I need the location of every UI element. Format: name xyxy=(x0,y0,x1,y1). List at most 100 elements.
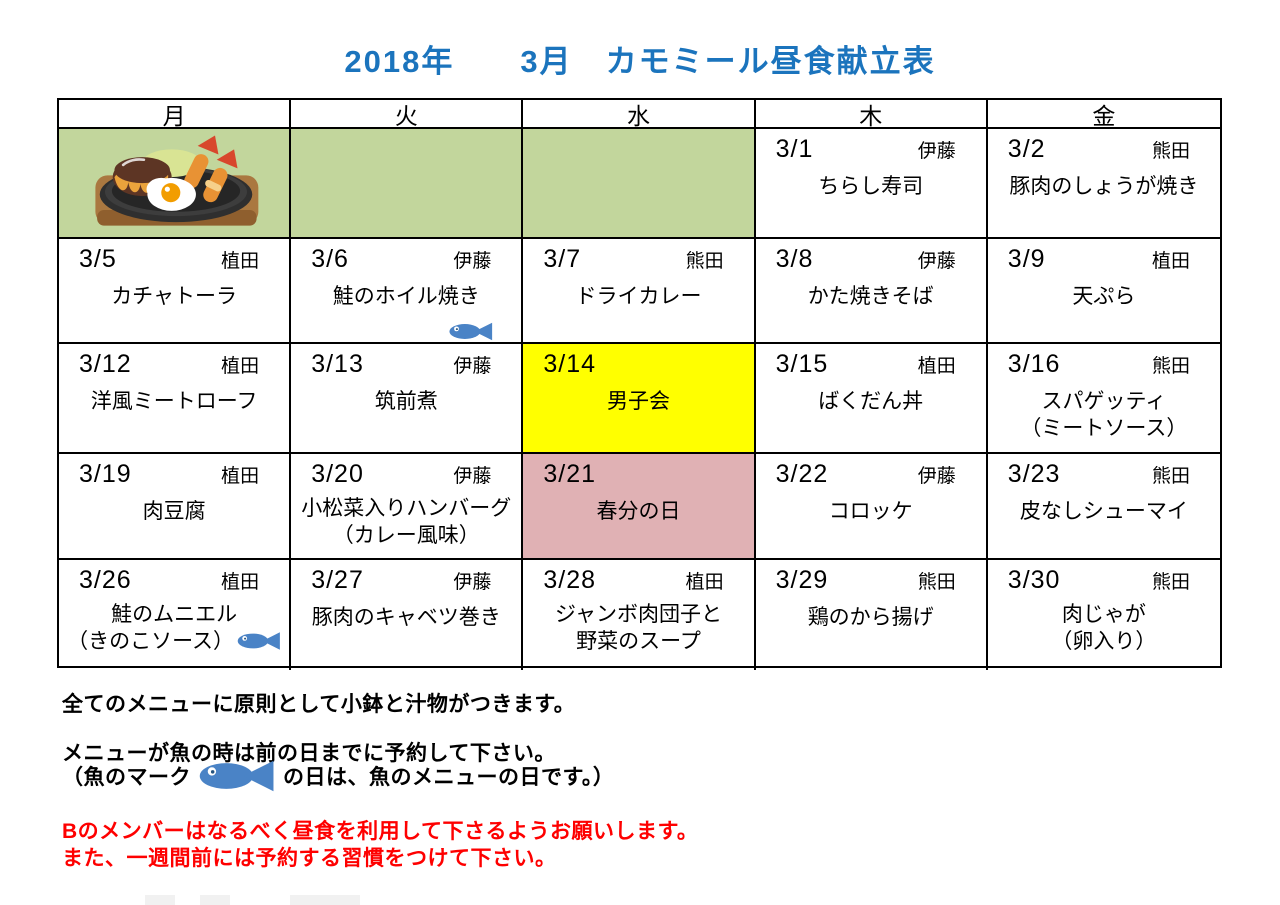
date-label: 3/12 xyxy=(79,350,132,378)
date-label: 3/6 xyxy=(311,245,349,273)
calendar-cell: 3/30 熊田 肉じゃが （卵入り） xyxy=(988,560,1220,670)
calendar-cell-empty xyxy=(291,129,524,239)
date-label: 3/30 xyxy=(1007,566,1061,594)
menu-calendar-table: 月 火 水 木 金 xyxy=(57,98,1222,670)
calendar-cell: 3/9 植田 天ぷら xyxy=(987,239,1220,344)
calendar-cell-event: 3/14 男子会 xyxy=(523,344,756,454)
menu-label: かた焼きそば xyxy=(807,285,934,308)
calendar-cell: 3/7 熊田 ドライカレー xyxy=(523,239,756,344)
staff-label: 伊藤 xyxy=(917,141,956,162)
menu-line-2: （カレー風味） xyxy=(332,524,480,548)
date-label: 3/8 xyxy=(775,245,814,273)
note-fish-mark-prefix: （魚のマーク xyxy=(62,766,191,789)
menu-label: 肉豆腐 xyxy=(142,500,206,523)
menu-label: 肉じゃが （卵入り） xyxy=(988,601,1220,656)
staff-label: 植田 xyxy=(221,572,260,593)
weekday-header-monday: 月 xyxy=(59,100,292,129)
staff-label: 熊田 xyxy=(1151,572,1190,593)
date-label: 3/22 xyxy=(775,460,829,488)
date-label: 3/20 xyxy=(311,460,364,488)
menu-line-1: 小松菜入りハンバーグ xyxy=(301,497,512,520)
staff-label: 熊田 xyxy=(685,251,724,272)
date-label: 3/15 xyxy=(775,350,829,378)
staff-label: 植田 xyxy=(221,251,260,272)
calendar-cell: 3/16 熊田 スパゲッティ （ミートソース） xyxy=(987,344,1220,454)
staff-label: 伊藤 xyxy=(453,466,492,487)
date-label: 3/14 xyxy=(543,350,597,378)
calendar-cell-empty xyxy=(523,129,756,239)
staff-label: 植田 xyxy=(221,356,260,377)
menu-line-1: スパゲッティ xyxy=(1041,390,1167,413)
staff-label: 熊田 xyxy=(1151,466,1190,487)
menu-line-2: （ミートソース） xyxy=(1020,417,1188,441)
staff-label: 植田 xyxy=(685,572,724,593)
page-title: 2018年 3月 カモミール昼食献立表 xyxy=(344,44,936,79)
page-edge-artifact xyxy=(145,895,175,905)
calendar-cell: 3/2 熊田 豚肉のしょうが焼き xyxy=(987,129,1220,239)
note-fish-mark: （魚のマーク の日は、魚のメニューの日です。） xyxy=(62,758,614,794)
date-label: 3/27 xyxy=(311,566,364,594)
calendar-cell: 3/29 熊田 鶏のから揚げ xyxy=(756,560,988,670)
calendar-cell: 3/6 伊藤 鮭のホイル焼き xyxy=(291,239,524,344)
menu-label: 小松菜入りハンバーグ （カレー風味） xyxy=(291,495,521,550)
menu-label: 筑前煮 xyxy=(374,390,438,413)
staff-label: 伊藤 xyxy=(453,572,492,593)
menu-label: ばくだん丼 xyxy=(818,390,924,413)
menu-label: 天ぷら xyxy=(1072,285,1136,308)
menu-label: ジャンボ肉団子と 野菜のスープ xyxy=(523,601,753,656)
fish-icon xyxy=(449,322,493,341)
date-label: 3/19 xyxy=(79,460,132,488)
note-all-menus: 全てのメニューに原則として小鉢と汁物がつきます。 xyxy=(62,693,576,716)
calendar-cell: 3/12 植田 洋風ミートローフ xyxy=(59,344,292,454)
date-label: 3/21 xyxy=(543,460,597,488)
menu-label: 豚肉のしょうが焼き xyxy=(1009,175,1199,198)
event-label: 男子会 xyxy=(606,390,670,413)
note-fish-mark-suffix: の日は、魚のメニューの日です。） xyxy=(283,766,615,789)
calendar-cell-holiday: 3/21 春分の日 xyxy=(523,454,756,560)
note-fish-reservation: メニューが魚の時は前の日までに予約して下さい。 xyxy=(62,742,556,765)
staff-label: 伊藤 xyxy=(917,466,956,487)
date-label: 3/13 xyxy=(311,350,364,378)
weekday-header-tuesday: 火 xyxy=(291,100,524,129)
menu-label: 鶏のから揚げ xyxy=(807,606,934,629)
menu-label: 鮭のホイル焼き xyxy=(332,285,480,308)
staff-label: 熊田 xyxy=(1151,356,1190,377)
date-label: 3/28 xyxy=(543,566,597,594)
date-label: 3/26 xyxy=(79,566,132,594)
calendar-cell: 3/13 伊藤 筑前煮 xyxy=(291,344,524,454)
steak-plate-illustration-icon xyxy=(95,135,259,226)
calendar-cell: 3/8 伊藤 かた焼きそば xyxy=(755,239,988,344)
calendar-cell: 3/22 伊藤 コロッケ xyxy=(755,454,988,560)
menu-label: スパゲッティ （ミートソース） xyxy=(988,388,1220,443)
weekday-header-friday: 金 xyxy=(987,100,1220,129)
weekday-header-wednesday: 水 xyxy=(523,100,756,129)
staff-label: 植田 xyxy=(917,356,956,377)
calendar-cell: 3/1 伊藤 ちらし寿司 xyxy=(755,129,988,239)
date-label: 3/9 xyxy=(1007,245,1046,273)
menu-line-1: 鮭のムニエル xyxy=(111,603,238,626)
notice-reservation-habit: また、一週間前には予約する習慣をつけて下さい。 xyxy=(62,847,557,870)
staff-label: 熊田 xyxy=(917,572,956,593)
menu-label: カチャトーラ xyxy=(111,285,237,308)
date-label: 3/29 xyxy=(775,566,829,594)
date-label: 3/16 xyxy=(1007,350,1061,378)
menu-line-2: 野菜のスープ xyxy=(576,630,701,654)
menu-line-2: （卵入り） xyxy=(1051,630,1157,654)
menu-label: コロッケ xyxy=(828,500,913,523)
menu-label: 皮なしシューマイ xyxy=(1019,500,1188,523)
calendar-cell: 3/28 植田 ジャンボ肉団子と 野菜のスープ xyxy=(523,560,756,670)
calendar-cell: 3/15 植田 ばくだん丼 xyxy=(755,344,988,454)
menu-line-2: （きのこソース） xyxy=(61,628,287,655)
staff-label: 伊藤 xyxy=(917,251,956,272)
page-edge-artifact xyxy=(290,895,360,905)
holiday-label: 春分の日 xyxy=(596,500,681,523)
calendar-cell: 3/20 伊藤 小松菜入りハンバーグ （カレー風味） xyxy=(291,454,524,560)
staff-label: 伊藤 xyxy=(453,251,492,272)
calendar-cell: 3/23 熊田 皮なしシューマイ xyxy=(987,454,1220,560)
menu-label: ドライカレー xyxy=(575,285,702,308)
calendar-cell: 3/27 伊藤 豚肉のキャベツ巻き xyxy=(291,560,524,670)
date-label: 3/5 xyxy=(79,245,117,273)
date-label: 3/2 xyxy=(1007,135,1046,163)
calendar-cell-image xyxy=(59,129,292,239)
notice-b-members: Bのメンバーはなるべく昼食を利用して下さるようお願いします。 xyxy=(62,820,699,843)
